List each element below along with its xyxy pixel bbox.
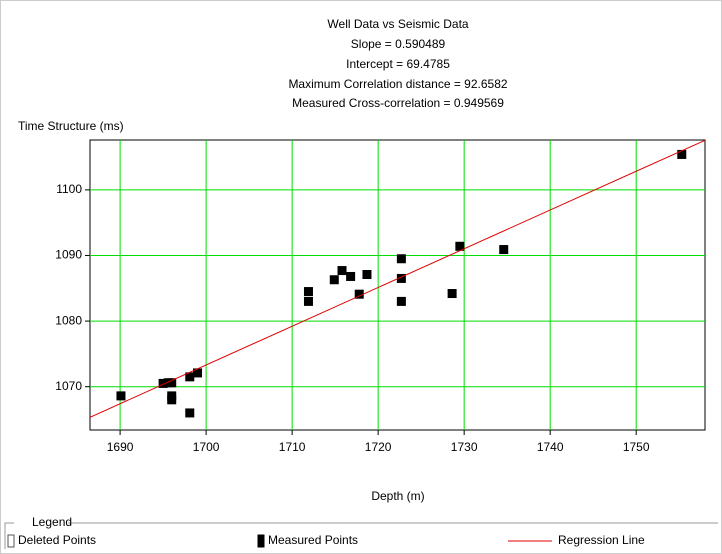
chart-title: Well Data vs Seismic Data	[327, 17, 468, 31]
legend-title: Legend	[32, 515, 72, 529]
x-tick-label: 1730	[451, 440, 478, 454]
point	[168, 396, 176, 404]
legend-label: Deleted Points	[18, 533, 96, 547]
y-axis-label: Time Structure (ms)	[18, 119, 124, 133]
x-tick-label: 1740	[537, 440, 564, 454]
x-tick-label: 1720	[365, 440, 392, 454]
point	[304, 288, 312, 296]
y-tick-label: 1090	[55, 248, 82, 262]
point	[330, 276, 338, 284]
chart: Well Data vs Seismic Data Slope = 0.5904…	[0, 0, 722, 554]
subtitle: Maximum Correlation distance = 92.6582	[288, 77, 507, 91]
x-tick-label: 1700	[193, 440, 220, 454]
legend-label: Regression Line	[558, 533, 645, 547]
point	[448, 290, 456, 298]
legend-label: Measured Points	[268, 533, 358, 547]
point	[117, 392, 125, 400]
legend-swatch	[258, 535, 264, 547]
point	[347, 272, 355, 280]
y-tick-label: 1080	[55, 313, 82, 327]
point	[397, 297, 405, 305]
point	[304, 297, 312, 305]
point	[500, 246, 508, 254]
point	[397, 255, 405, 263]
subtitle: Measured Cross-correlation = 0.949569	[292, 96, 504, 110]
subtitle: Slope = 0.590489	[351, 37, 446, 51]
x-tick-label: 1690	[107, 440, 134, 454]
y-tick-label: 1070	[55, 379, 82, 393]
x-tick-label: 1710	[279, 440, 306, 454]
y-tick-label: 1100	[56, 182, 82, 196]
point	[186, 409, 194, 417]
x-axis-label: Depth (m)	[371, 489, 424, 503]
point	[363, 271, 371, 279]
x-tick-label: 1750	[623, 440, 650, 454]
legend-swatch	[8, 535, 14, 547]
subtitle: Intercept = 69.4785	[346, 57, 450, 71]
point	[338, 267, 346, 275]
